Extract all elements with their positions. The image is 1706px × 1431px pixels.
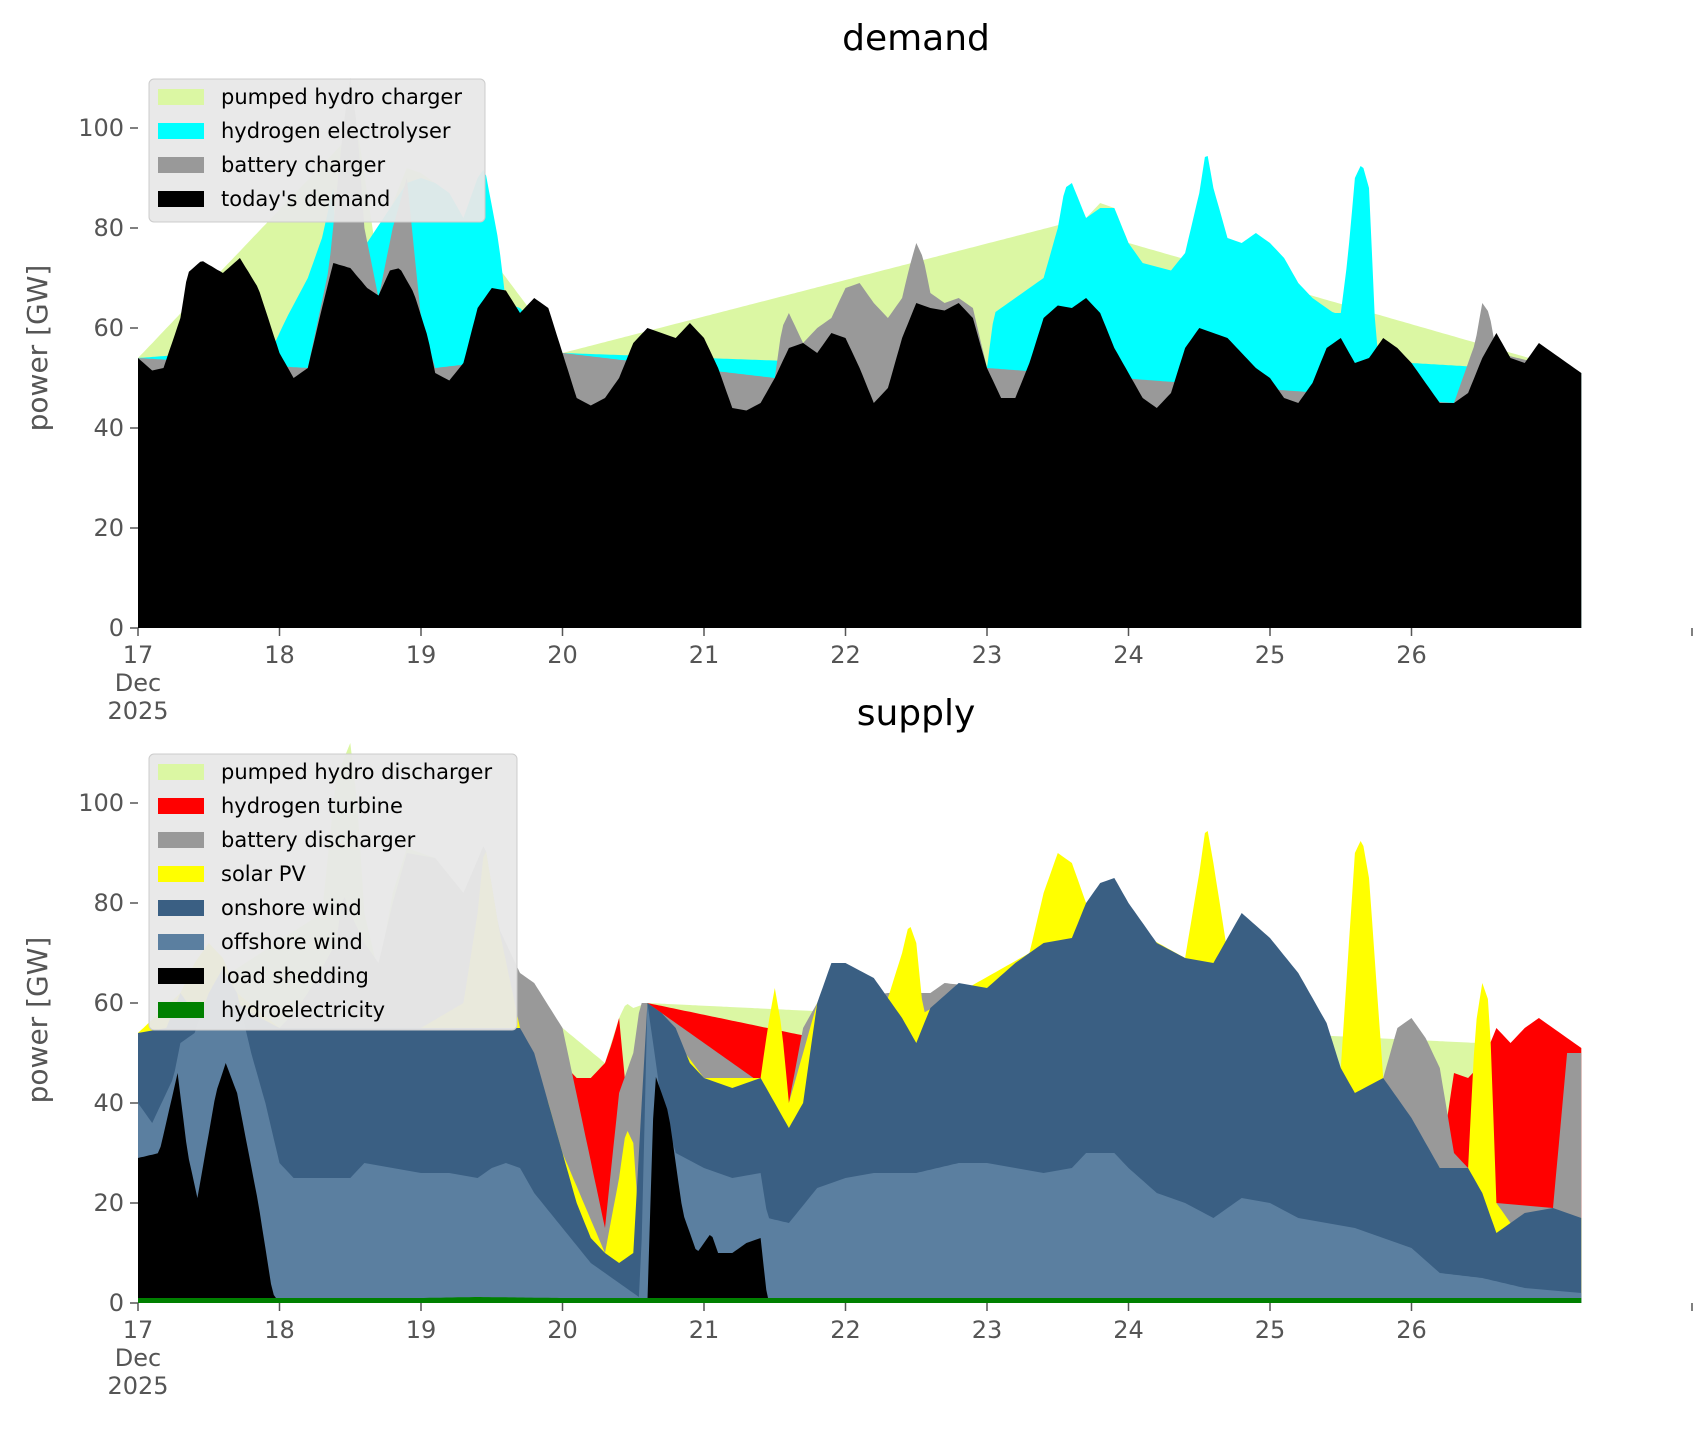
x-tick-label: 26: [1396, 1316, 1427, 1344]
x-tick-label: 22: [830, 1316, 861, 1344]
x-year-label: 2025: [107, 1372, 168, 1400]
demand-y-axis-label: power [GW]: [21, 265, 54, 432]
demand-plot-area: [138, 78, 1582, 628]
legend-label-battery-charger: battery charger: [221, 153, 386, 177]
demand-chart-title: demand: [842, 18, 990, 59]
legend-box: [148, 753, 518, 1031]
legend-label-solar-pv: solar PV: [221, 862, 306, 886]
y-tick-label: 100: [78, 789, 124, 817]
legend-swatch-battery-charger: [158, 157, 204, 173]
legend-swatch-solar-pv: [158, 866, 204, 882]
legend-swatch-hydrogen-turbine: [158, 798, 204, 814]
y-tick-label: 20: [93, 514, 124, 542]
supply-plot-area: [138, 743, 1582, 1303]
y-tick-label: 20: [93, 1189, 124, 1217]
legend-label-offshore-wind: offshore wind: [221, 930, 363, 954]
legend-swatch-onshore-wind: [158, 900, 204, 916]
x-tick-label: 21: [689, 641, 720, 669]
demand-legend: pumped hydro charger hydrogen electrolyse…: [148, 78, 486, 223]
legend-swatch-pumped-hydro-discharger: [158, 764, 204, 780]
supply-legend: pumped hydro discharger hydrogen turbine b…: [148, 753, 518, 1031]
x-tick-label: 20: [547, 641, 578, 669]
x-tick-label: 17: [123, 641, 154, 669]
x-tick-label: 23: [972, 641, 1003, 669]
legend-swatch-battery-discharger: [158, 832, 204, 848]
supply-chart-title: supply: [857, 693, 976, 734]
x-year-label: 2025: [107, 697, 168, 725]
x-tick-label: 21: [689, 1316, 720, 1344]
legend-swatch-today-s-demand: [158, 191, 204, 207]
x-month-label: Dec: [115, 1344, 161, 1372]
legend-swatch-load-shedding: [158, 968, 204, 984]
supply-chart: supply power [GW] 0 20 40 60 80 100 17 18 19 20 21…: [21, 693, 1693, 1400]
x-tick-label: 19: [406, 1316, 437, 1344]
x-tick-label: 18: [264, 1316, 295, 1344]
legend-label-today-s-demand: today's demand: [221, 187, 390, 211]
y-tick-label: 80: [93, 889, 124, 917]
y-tick-label: 0: [109, 1289, 124, 1317]
legend-label-hydrogen-electrolyser: hydrogen electrolyser: [221, 119, 451, 143]
area-offshore-wind: [138, 968, 1582, 1303]
x-tick-label: 22: [830, 641, 861, 669]
demand-chart: demand power [GW] 0 20 40 60 80 100 17 18 19 20 21…: [21, 18, 1693, 725]
y-tick-label: 80: [93, 214, 124, 242]
legend-box: [148, 78, 486, 223]
y-tick-label: 100: [78, 114, 124, 142]
x-tick-label: 20: [547, 1316, 578, 1344]
legend-swatch-hydrogen-electrolyser: [158, 123, 204, 139]
x-month-label: Dec: [115, 669, 161, 697]
legend-label-pumped-hydro-discharger: pumped hydro discharger: [221, 760, 492, 784]
x-tick-label: 24: [1113, 1316, 1144, 1344]
x-tick-label: 17: [123, 1316, 154, 1344]
y-tick-label: 40: [93, 414, 124, 442]
x-tick-label: 24: [1113, 641, 1144, 669]
x-tick-label: 19: [406, 641, 437, 669]
legend-label-load-shedding: load shedding: [221, 964, 369, 988]
area-hydroelectricity: [138, 1297, 1582, 1303]
x-tick-label: 25: [1255, 1316, 1286, 1344]
y-tick-label: 0: [109, 614, 124, 642]
legend-label-pumped-hydro-charger: pumped hydro charger: [221, 85, 462, 109]
legend-label-hydroelectricity: hydroelectricity: [221, 998, 385, 1022]
y-tick-label: 60: [93, 989, 124, 1017]
x-tick-label: 26: [1396, 641, 1427, 669]
y-tick-label: 40: [93, 1089, 124, 1117]
x-tick-label: 25: [1255, 641, 1286, 669]
legend-label-onshore-wind: onshore wind: [221, 896, 362, 920]
x-tick-label: 18: [264, 641, 295, 669]
supply-y-axis-label: power [GW]: [21, 937, 54, 1104]
area-today-s-demand: [138, 258, 1582, 628]
legend-swatch-hydroelectricity: [158, 1002, 204, 1018]
legend-swatch-offshore-wind: [158, 934, 204, 950]
x-tick-label: 23: [972, 1316, 1003, 1344]
legend-label-battery-discharger: battery discharger: [221, 828, 416, 852]
legend-swatch-pumped-hydro-charger: [158, 89, 204, 105]
legend-label-hydrogen-turbine: hydrogen turbine: [221, 794, 403, 818]
y-tick-label: 60: [93, 314, 124, 342]
